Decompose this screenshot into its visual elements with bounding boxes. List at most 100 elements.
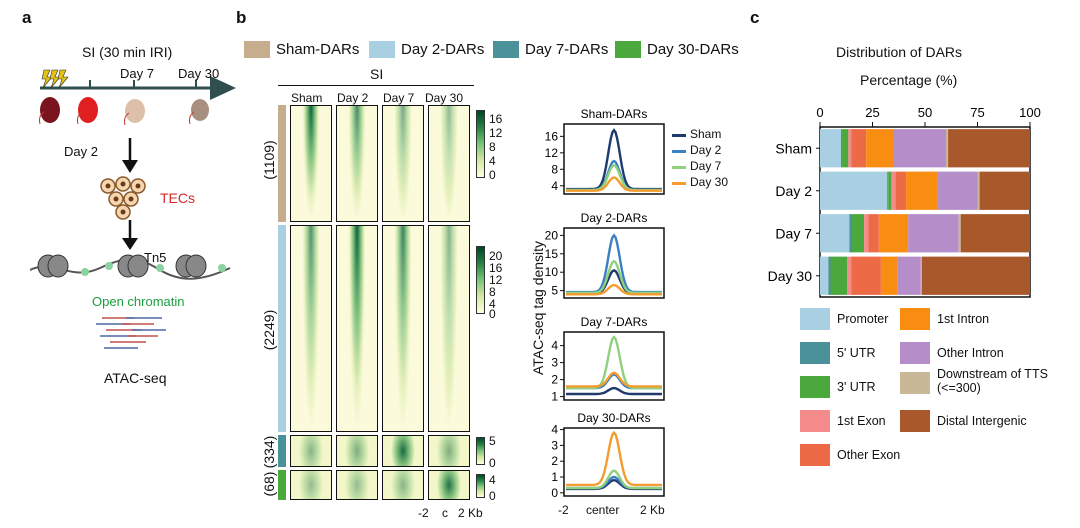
colorbar-day30-tick: 0 [489, 489, 496, 503]
heatmap-group-rule [278, 85, 474, 86]
heatmap-cell [336, 105, 378, 222]
heatmap-cell [428, 105, 470, 222]
bar-segment [820, 214, 850, 253]
heatmap-group-title: SI [370, 66, 384, 82]
stacked-bar-chart: 0 25 50 75 100 Sham Day 2 Day 7 Day 30 [768, 105, 1041, 298]
heatmap-cell [428, 435, 470, 467]
bar-segment [921, 256, 1030, 295]
heatmap-cell [428, 470, 470, 500]
bar-segment [891, 171, 896, 210]
legend-swatch [800, 342, 830, 364]
heatmap-x-tick-left: -2 [418, 506, 429, 520]
colorbar-sham-tick: 8 [489, 140, 496, 154]
sequencing-reads-icon [96, 317, 166, 349]
bar-segment [920, 256, 922, 295]
tn5-label: Tn5 [144, 250, 167, 265]
legend-swatch-day30-dars [615, 41, 641, 58]
legend-swatch-day7-dars [493, 41, 519, 58]
row-count-day2: (2249) [261, 309, 277, 351]
profile-y-tick-label: 16 [545, 129, 559, 143]
heatmap-cell [290, 435, 332, 467]
profile-y-tick-label: 4 [551, 179, 558, 193]
profile-x-tick-right: 2 Kb [640, 503, 665, 517]
heatmap-cell [382, 225, 424, 432]
profile-frame [563, 123, 665, 195]
profile-line-day30 [566, 371, 662, 388]
row-group-bar [278, 470, 286, 500]
bar-segment [842, 129, 849, 168]
profile-legend-line-day2 [672, 150, 686, 153]
profile-legend-day7: Day 7 [690, 159, 722, 173]
profile-line-day7 [566, 469, 662, 490]
row-group-bar [278, 225, 286, 432]
legend-label: Downstream of TTS (<=300) [937, 367, 1048, 395]
legend-label: 1st Intron [937, 312, 990, 326]
bar-segment [878, 214, 909, 253]
colorbar-day2-tick: 20 [489, 249, 503, 263]
bar-segment [895, 171, 907, 210]
legend-swatch [900, 342, 930, 364]
bar-segment [960, 214, 1030, 253]
heatmap-col-sham: Sham [291, 91, 323, 105]
profile-legend-day30: Day 30 [690, 175, 729, 189]
row-group-bar [278, 105, 286, 222]
legend-swatch [900, 410, 930, 432]
genomic-feature-legend: Promoter 1st Intron 5' UTR Other Intron 3' U… [800, 308, 1070, 468]
profile-y-tick-label: 0 [551, 486, 558, 500]
bar-segment [897, 256, 921, 295]
colorbar-sham-tick: 4 [489, 154, 496, 168]
bar-segment [830, 256, 848, 295]
profile-y-tick-label: 4 [551, 339, 558, 353]
panel-a-label: a [22, 8, 32, 27]
profile-x-tick-center: center [586, 503, 620, 517]
profile-line-sham [565, 386, 663, 396]
profile-frame [563, 227, 665, 299]
colorbar-day7-tick: 0 [489, 456, 496, 470]
profile-title: Day 7-DARs [581, 315, 648, 329]
legend-label: 1st Exon [837, 414, 886, 428]
bar-segment [864, 214, 869, 253]
row-group-bar [278, 435, 286, 467]
bar-segment [888, 171, 892, 210]
profile-y-tick-label: 12 [545, 146, 559, 160]
bar-x-tick-label: 50 [918, 105, 932, 120]
bar-segment [893, 129, 946, 168]
bar-category-label: Day 2 [775, 183, 812, 199]
day7-label: Day 7 [120, 66, 154, 81]
bar-segment [946, 129, 949, 168]
heatmap-col-day2: Day 2 [337, 91, 369, 105]
heatmap-cell [382, 105, 424, 222]
bar-segment [820, 256, 829, 295]
colorbar-day2-tick: 4 [489, 297, 496, 311]
profile-frame [563, 331, 665, 401]
bar-segment [866, 129, 894, 168]
bar-segment [820, 129, 841, 168]
open-chromatin-label: Open chromatin [92, 294, 185, 309]
heatmap-cell [290, 225, 332, 432]
profile-line-day7 [566, 259, 662, 294]
profile-title: Sham-DARs [581, 107, 648, 121]
bar-segment [868, 214, 879, 253]
bar-category-label: Day 7 [775, 225, 812, 241]
heatmap-col-day30: Day 30 [425, 91, 464, 105]
profile-y-tick-label: 1 [551, 470, 558, 484]
bar-chart-xlabel: Percentage (%) [860, 72, 958, 88]
legend-swatch [800, 376, 830, 398]
legend-label-sham-dars: Sham-DARs [276, 41, 360, 58]
bar-segment [977, 171, 980, 210]
bar-x-tick-label: 25 [865, 105, 879, 120]
profile-title: Day 2-DARs [581, 211, 648, 225]
lightning-icon [41, 69, 69, 89]
colorbar-day30 [476, 474, 485, 498]
profile-y-tick-label: 2 [551, 373, 558, 387]
profile-y-tick-label: 4 [551, 423, 558, 437]
experiment-title: SI (30 min IRI) [82, 44, 173, 60]
panel-c-label: c [750, 8, 760, 27]
timeline-arrowhead [210, 76, 236, 100]
bar-segment [851, 256, 881, 295]
bar-segment [958, 214, 961, 253]
bar-segment [841, 129, 843, 168]
bar-segment [908, 214, 959, 253]
row-count-sham: (1109) [261, 140, 277, 180]
